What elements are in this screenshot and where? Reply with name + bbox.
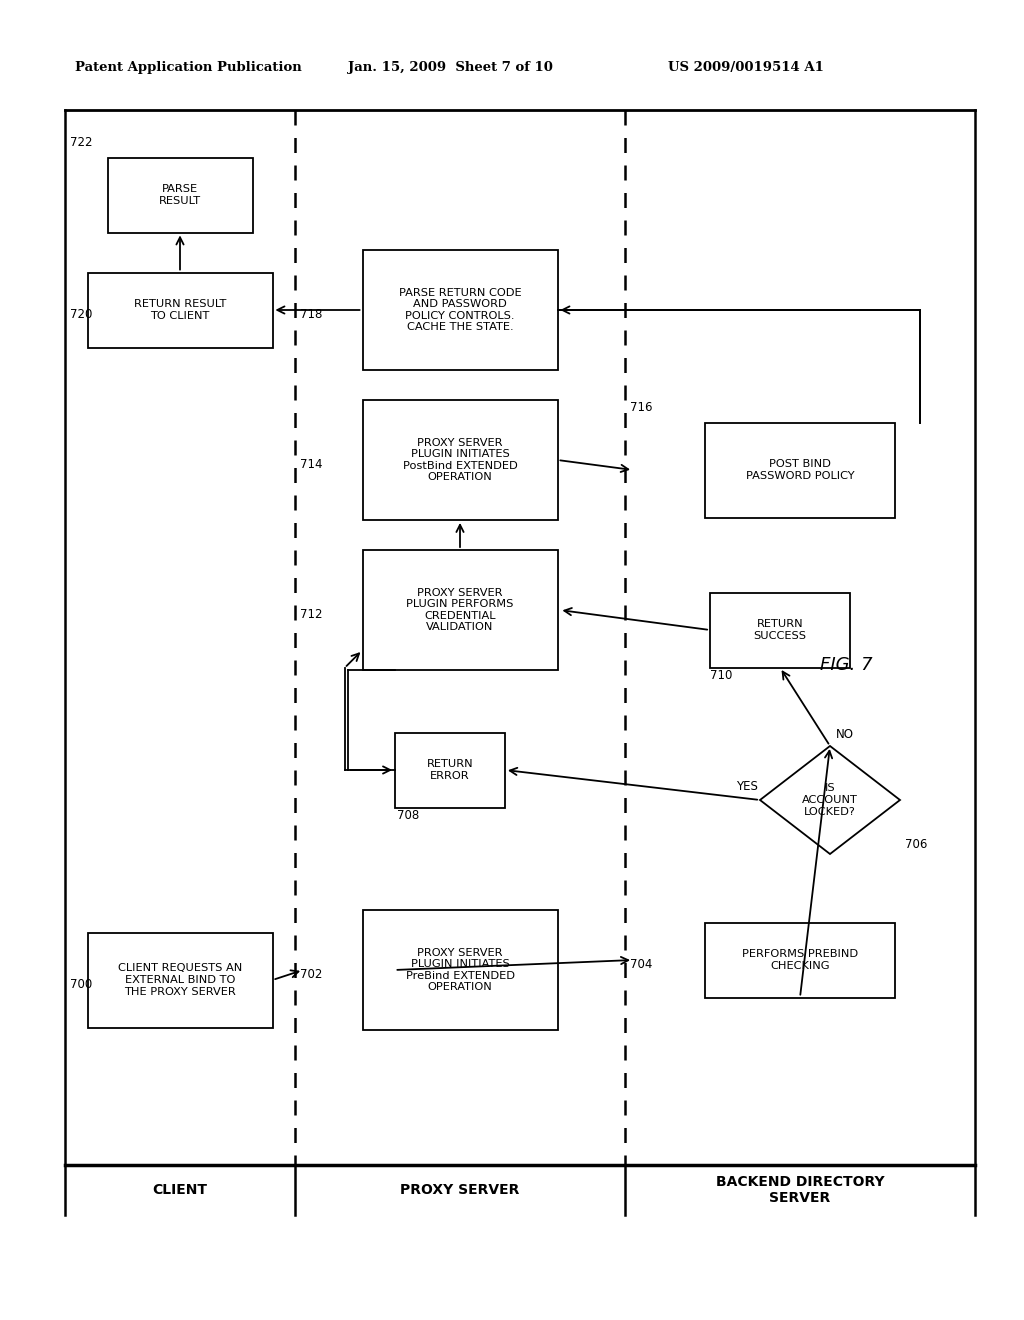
Text: US 2009/0019514 A1: US 2009/0019514 A1 — [668, 62, 824, 74]
Bar — [362, 550, 557, 671]
Text: PROXY SERVER: PROXY SERVER — [400, 1183, 520, 1197]
Text: PROXY SERVER
PLUGIN INITIATES
PostBind EXTENDED
OPERATION: PROXY SERVER PLUGIN INITIATES PostBind E… — [402, 438, 517, 482]
Text: 716: 716 — [630, 401, 652, 414]
Text: 712: 712 — [300, 609, 323, 622]
Text: 704: 704 — [630, 958, 652, 972]
Bar — [87, 272, 272, 347]
Text: PROXY SERVER
PLUGIN PERFORMS
CREDENTIAL
VALIDATION: PROXY SERVER PLUGIN PERFORMS CREDENTIAL … — [407, 587, 514, 632]
Text: PARSE RETURN CODE
AND PASSWORD
POLICY CONTROLS.
CACHE THE STATE.: PARSE RETURN CODE AND PASSWORD POLICY CO… — [398, 288, 521, 333]
Bar — [108, 157, 253, 232]
Text: 718: 718 — [300, 309, 323, 322]
Text: NO: NO — [836, 727, 854, 741]
Bar — [395, 733, 505, 808]
Text: Jan. 15, 2009  Sheet 7 of 10: Jan. 15, 2009 Sheet 7 of 10 — [348, 62, 553, 74]
Bar — [362, 249, 557, 370]
Text: 714: 714 — [300, 458, 323, 471]
Text: POST BIND
PASSWORD POLICY: POST BIND PASSWORD POLICY — [745, 459, 854, 480]
Text: YES: YES — [736, 780, 758, 792]
Text: Patent Application Publication: Patent Application Publication — [75, 62, 302, 74]
Text: IS
ACCOUNT
LOCKED?: IS ACCOUNT LOCKED? — [802, 783, 858, 817]
Text: 706: 706 — [905, 837, 928, 850]
Bar — [710, 593, 850, 668]
Text: 702: 702 — [300, 969, 323, 982]
Bar — [87, 932, 272, 1027]
Bar — [705, 422, 895, 517]
Text: 710: 710 — [710, 669, 732, 682]
Text: 700: 700 — [70, 978, 92, 991]
Text: RETURN
SUCCESS: RETURN SUCCESS — [754, 619, 807, 640]
Text: 720: 720 — [70, 309, 92, 322]
Text: CLIENT: CLIENT — [153, 1183, 208, 1197]
Bar — [705, 923, 895, 998]
Text: BACKEND DIRECTORY
SERVER: BACKEND DIRECTORY SERVER — [716, 1175, 885, 1205]
Text: PERFORMS PREBIND
CHECKING: PERFORMS PREBIND CHECKING — [742, 949, 858, 970]
Text: RETURN
ERROR: RETURN ERROR — [427, 759, 473, 781]
Bar — [362, 909, 557, 1030]
Text: 722: 722 — [70, 136, 92, 149]
Bar — [362, 400, 557, 520]
Text: RETURN RESULT
TO CLIENT: RETURN RESULT TO CLIENT — [134, 300, 226, 321]
Text: FIG. 7: FIG. 7 — [820, 656, 872, 675]
Text: PARSE
RESULT: PARSE RESULT — [159, 185, 201, 206]
Text: CLIENT REQUESTS AN
EXTERNAL BIND TO
THE PROXY SERVER: CLIENT REQUESTS AN EXTERNAL BIND TO THE … — [118, 964, 242, 997]
Polygon shape — [760, 746, 900, 854]
Text: 708: 708 — [397, 809, 419, 822]
Text: PROXY SERVER
PLUGIN INITIATES
PreBind EXTENDED
OPERATION: PROXY SERVER PLUGIN INITIATES PreBind EX… — [406, 948, 514, 993]
